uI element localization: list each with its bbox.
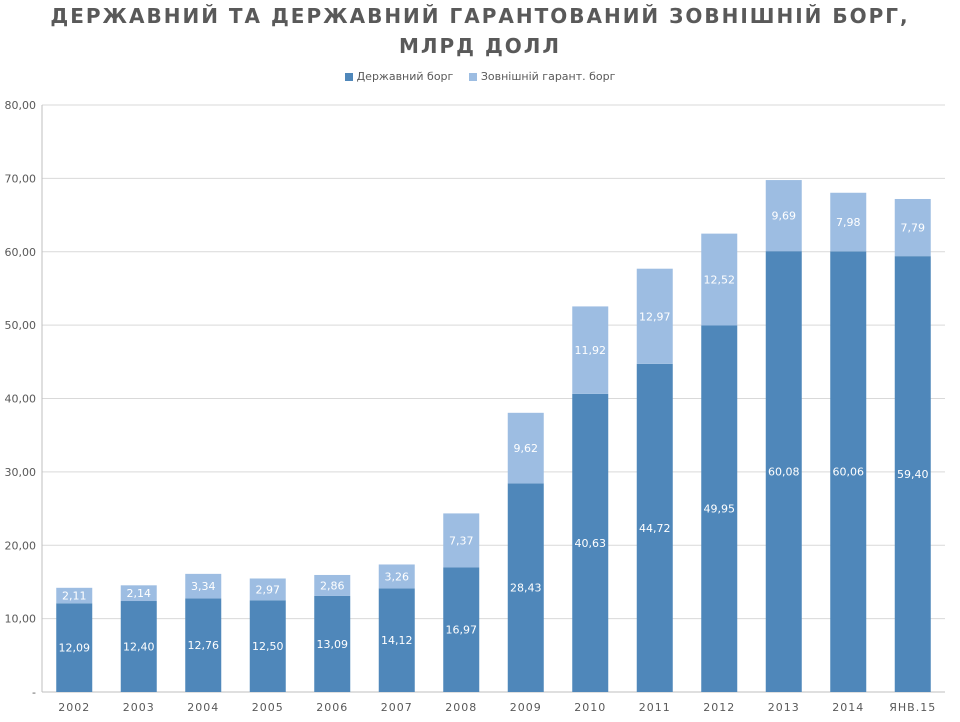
bar-state-debt [701,325,738,692]
data-label-guaranteed-debt: 2,11 [62,590,87,603]
data-label-state-debt: 44,72 [639,522,671,535]
chart-title-line1: ДЕРЖАВНИЙ ТА ДЕРЖАВНИЙ ГАРАНТОВАНИЙ ЗОВН… [50,4,910,28]
bar-state-debt [185,598,222,692]
chart-title-line2: МЛРД ДОЛЛ [399,34,561,58]
data-label-guaranteed-debt: 2,14 [127,587,152,600]
data-label-guaranteed-debt: 2,86 [320,579,345,592]
bar-guaranteed-debt [443,513,480,568]
data-label-state-debt: 60,08 [768,466,800,479]
y-tick-label: 10,00 [5,613,37,626]
x-tick-label: 2005 [252,701,284,714]
data-label-guaranteed-debt: 2,97 [256,583,281,596]
x-tick-label: ЯНВ.15 [889,701,936,714]
data-label-state-debt: 12,50 [252,640,284,653]
bar-guaranteed-debt [249,578,286,601]
legend-swatch-guaranteed-debt [468,72,477,81]
data-label-state-debt: 12,76 [188,639,220,652]
bar-guaranteed-debt [701,233,738,326]
bar-guaranteed-debt [894,198,931,257]
bar-state-debt [249,600,286,692]
data-label-guaranteed-debt: 3,26 [385,570,410,583]
bar-state-debt [830,251,867,692]
x-tick-label: 2007 [381,701,413,714]
data-label-state-debt: 12,09 [59,642,91,655]
bar-state-debt [314,595,351,692]
bar-guaranteed-debt [56,587,93,604]
bar-guaranteed-debt [314,574,351,596]
bar-state-debt [507,483,544,692]
legend-item-state-debt: Державний борг [344,70,454,83]
data-label-guaranteed-debt: 12,52 [704,274,736,287]
y-tick-label: 40,00 [5,393,37,406]
x-tick-label: 2004 [187,701,219,714]
x-tick-label: 2009 [510,701,542,714]
data-label-guaranteed-debt: 9,62 [514,442,539,455]
bar-state-debt [572,393,609,692]
bar-state-debt [120,601,157,692]
data-label-guaranteed-debt: 7,79 [901,222,926,235]
data-label-guaranteed-debt: 11,92 [575,344,607,357]
bar-guaranteed-debt [185,573,222,599]
legend-label-guaranteed-debt: Зовнішній гарант. борг [480,70,616,83]
y-tick-label: 20,00 [5,539,37,552]
legend-label-state-debt: Державний борг [356,70,454,83]
bar-guaranteed-debt [830,192,867,252]
data-label-state-debt: 16,97 [446,624,478,637]
legend-item-guaranteed-debt: Зовнішній гарант. борг [468,70,616,83]
data-label-guaranteed-debt: 9,69 [772,210,797,223]
bar-guaranteed-debt [636,268,673,364]
data-label-guaranteed-debt: 7,37 [449,534,474,547]
bar-guaranteed-debt [507,412,544,484]
bar-guaranteed-debt [765,180,802,252]
x-tick-label: 2010 [574,701,606,714]
bar-state-debt [636,363,673,692]
x-tick-label: 2002 [58,701,90,714]
bar-state-debt [56,603,93,692]
bar-state-debt [443,567,480,692]
legend-swatch-state-debt [344,72,353,81]
data-label-state-debt: 49,95 [704,503,736,516]
data-label-guaranteed-debt: 7,98 [836,216,861,229]
data-label-state-debt: 12,40 [123,641,155,654]
data-label-state-debt: 13,09 [317,638,349,651]
x-tick-label: 2011 [639,701,671,714]
x-tick-label: 2008 [445,701,477,714]
bar-state-debt [378,588,415,692]
x-tick-label: 2006 [316,701,348,714]
x-tick-label: 2014 [832,701,864,714]
y-tick-label: 30,00 [5,466,37,479]
data-label-state-debt: 60,06 [833,466,865,479]
data-label-state-debt: 59,40 [897,468,929,481]
data-label-guaranteed-debt: 3,34 [191,580,216,593]
y-tick-label: 60,00 [5,246,37,259]
x-tick-label: 2012 [703,701,735,714]
data-label-state-debt: 14,12 [381,634,413,647]
x-tick-label: 2003 [123,701,155,714]
bar-guaranteed-debt [120,585,157,602]
x-tick-label: 2013 [768,701,800,714]
data-label-state-debt: 28,43 [510,582,542,595]
bar-state-debt [765,251,802,692]
bar-guaranteed-debt [572,306,609,394]
y-tick-label: 70,00 [5,172,37,185]
y-tick-label: 50,00 [5,319,37,332]
y-tick-label: - [32,686,36,699]
bar-guaranteed-debt [378,564,415,589]
y-tick-label: 80,00 [5,99,37,112]
chart-legend: Державний борг Зовнішній гарант. борг [0,70,960,84]
data-label-guaranteed-debt: 12,97 [639,310,671,323]
bar-state-debt [894,256,931,692]
data-label-state-debt: 40,63 [575,537,607,550]
